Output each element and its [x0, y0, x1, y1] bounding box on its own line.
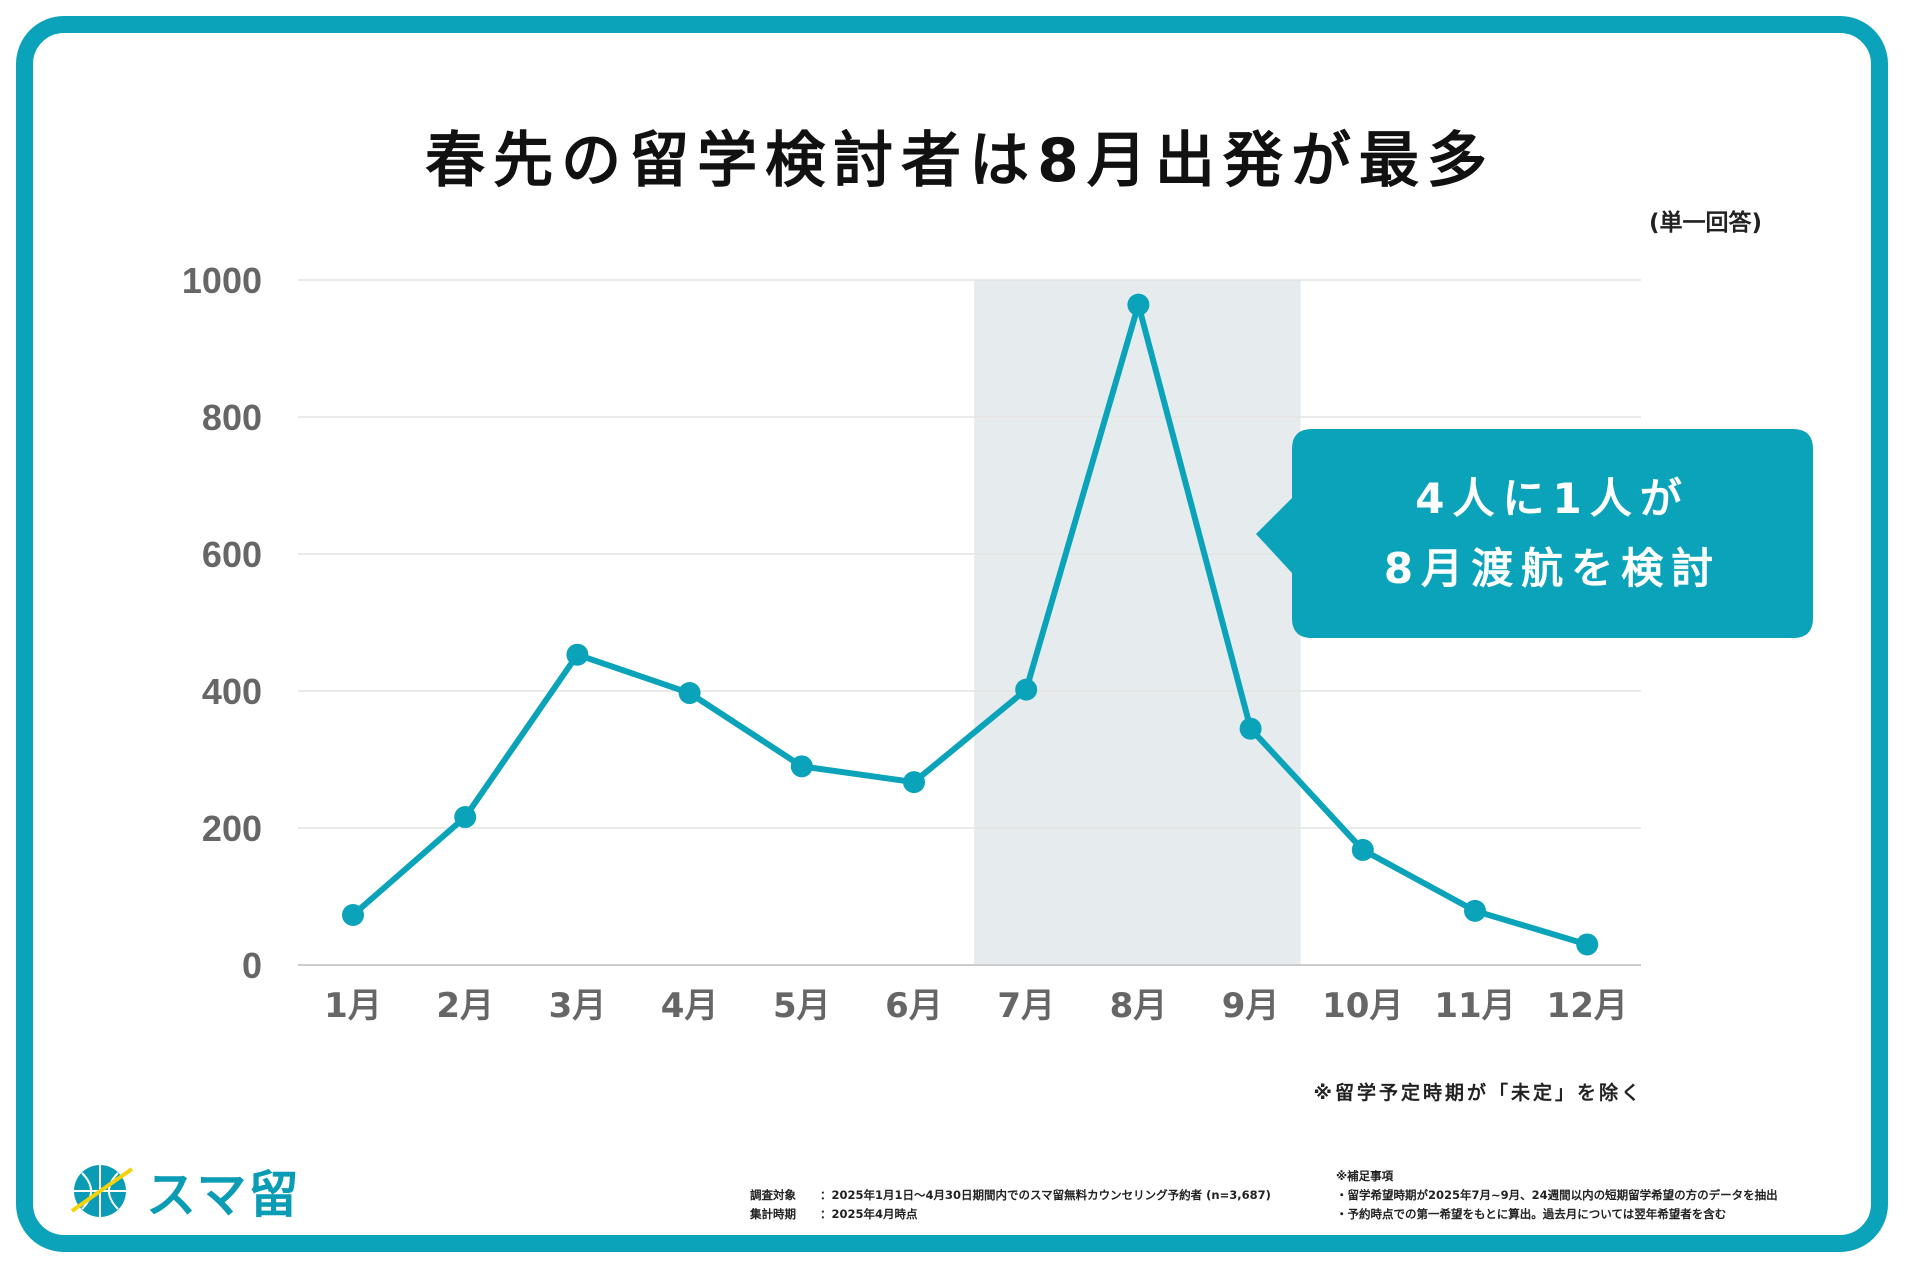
- survey-label: 調査対象: [750, 1188, 796, 1202]
- series-line: [351, 301, 1589, 948]
- data-point: [1464, 899, 1486, 922]
- x-tick-label: 12月: [1547, 986, 1628, 1026]
- data-point: [1576, 933, 1599, 956]
- x-tick-label: 5月: [773, 986, 831, 1026]
- supplement-title: ※補足事項: [1336, 1169, 1394, 1183]
- y-tick-label: 800: [202, 397, 262, 438]
- x-tick-label: 9月: [1222, 986, 1280, 1026]
- y-tick-label: 1000: [182, 260, 262, 301]
- y-tick-label: 0: [242, 945, 262, 986]
- x-tick-label: 11月: [1434, 986, 1515, 1026]
- y-tick-label: 400: [202, 671, 262, 712]
- chart-title: 春先の留学検討者は8月出発が最多: [425, 126, 1495, 196]
- data-point: [678, 682, 701, 705]
- x-tick-label: 4月: [661, 986, 719, 1026]
- callout-bubble: [1256, 429, 1813, 638]
- data-point: [790, 755, 813, 778]
- footer-survey: 調査対象 ：2025年1月1日〜4月30日期間内でのスマ留無料カウンセリング予約者…: [750, 1186, 1271, 1224]
- callout-line1: 4人に1人が: [1415, 473, 1690, 523]
- data-point: [1239, 717, 1262, 740]
- survey-value: ：2025年1月1日〜4月30日期間内でのスマ留無料カウンセリング予約者 (n=…: [820, 1188, 1271, 1202]
- callout: 4人に1人が 8月渡航を検討: [1292, 429, 1813, 638]
- globe-icon: [70, 1165, 134, 1217]
- x-tick-label: 6月: [885, 986, 943, 1026]
- x-tick-label: 8月: [1110, 986, 1168, 1026]
- supplement-2: ・予約時点での第一希望をもとに算出。過去月については翌年希望者を含む: [1336, 1207, 1727, 1221]
- y-tick-label: 600: [202, 534, 262, 575]
- x-tick-label: 1月: [324, 986, 382, 1026]
- logo-text: スマ留: [146, 1166, 301, 1224]
- data-point: [1015, 678, 1038, 701]
- data-point: [566, 643, 589, 666]
- unit-note: (単一回答): [1648, 210, 1762, 236]
- period-value: ：2025年4月時点: [820, 1207, 918, 1221]
- exclusion-note: ※留学予定時期が「未定」を除く: [1313, 1082, 1643, 1104]
- period-label: 集計時期: [750, 1207, 796, 1221]
- supplement-1: ・留学希望時期が2025年7月~9月、24週間以内の短期留学希望の方のデータを抽…: [1336, 1188, 1778, 1202]
- data-point: [1351, 838, 1374, 861]
- x-tick-label: 10月: [1322, 986, 1403, 1026]
- callout-line2: 8月渡航を検討: [1383, 543, 1722, 593]
- data-point: [454, 806, 477, 829]
- logo: スマ留: [70, 1155, 301, 1227]
- y-tick-label: 200: [202, 808, 262, 849]
- x-tick-label: 7月: [997, 986, 1055, 1026]
- data-point: [1127, 293, 1150, 316]
- highlight-band: [974, 280, 1301, 965]
- footer-supplement: ※補足事項 ・留学希望時期が2025年7月~9月、24週間以内の短期留学希望の方…: [1336, 1167, 1778, 1224]
- data-point: [342, 903, 364, 926]
- data-point: [903, 771, 925, 794]
- x-tick-label: 3月: [549, 986, 607, 1026]
- x-tick-label: 2月: [436, 986, 494, 1026]
